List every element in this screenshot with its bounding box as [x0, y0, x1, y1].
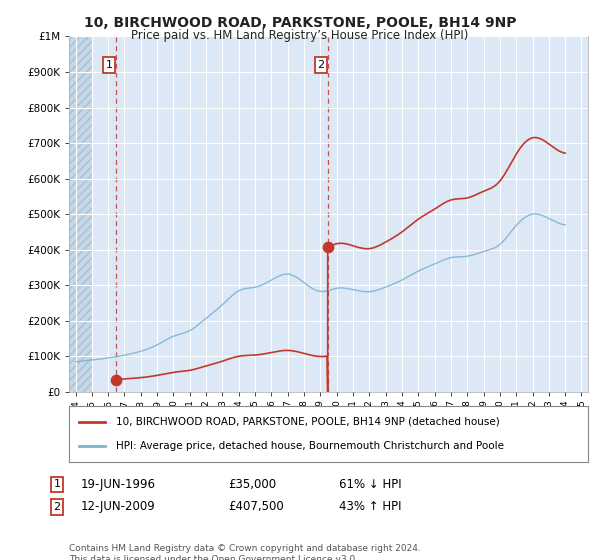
Text: 12-JUN-2009: 12-JUN-2009 [81, 500, 156, 514]
Text: 1: 1 [106, 60, 113, 70]
Point [111, 375, 121, 384]
Text: £35,000: £35,000 [228, 478, 276, 491]
Text: 43% ↑ HPI: 43% ↑ HPI [339, 500, 401, 514]
Text: £407,500: £407,500 [228, 500, 284, 514]
Text: 1: 1 [53, 479, 61, 489]
Text: Contains HM Land Registry data © Crown copyright and database right 2024.
This d: Contains HM Land Registry data © Crown c… [69, 544, 421, 560]
Text: Price paid vs. HM Land Registry’s House Price Index (HPI): Price paid vs. HM Land Registry’s House … [131, 29, 469, 42]
Text: 2: 2 [53, 502, 61, 512]
Text: 19-JUN-1996: 19-JUN-1996 [81, 478, 156, 491]
Text: HPI: Average price, detached house, Bournemouth Christchurch and Poole: HPI: Average price, detached house, Bour… [116, 441, 504, 451]
Bar [69, 36, 92, 392]
Text: 2: 2 [317, 60, 325, 70]
Text: 10, BIRCHWOOD ROAD, PARKSTONE, POOLE, BH14 9NP (detached house): 10, BIRCHWOOD ROAD, PARKSTONE, POOLE, BH… [116, 417, 499, 427]
Point [323, 242, 332, 251]
Text: 61% ↓ HPI: 61% ↓ HPI [339, 478, 401, 491]
Text: 10, BIRCHWOOD ROAD, PARKSTONE, POOLE, BH14 9NP: 10, BIRCHWOOD ROAD, PARKSTONE, POOLE, BH… [84, 16, 516, 30]
